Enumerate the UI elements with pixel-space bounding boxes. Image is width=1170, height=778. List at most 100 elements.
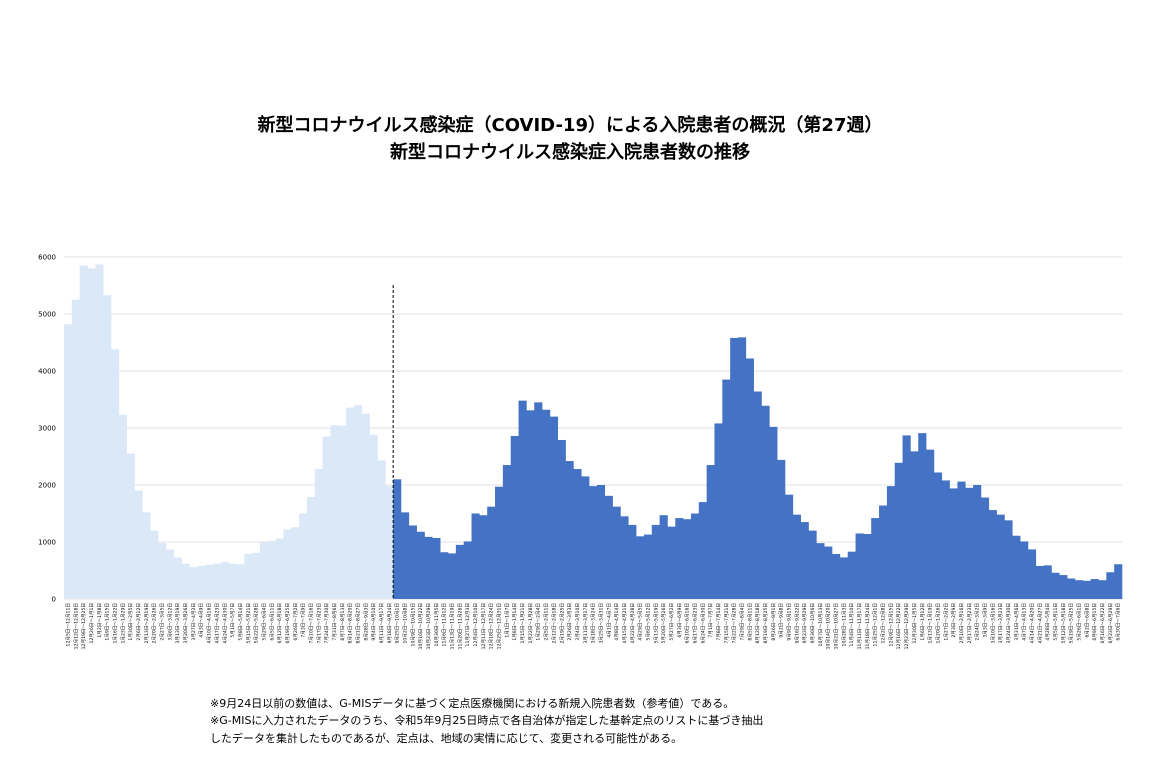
bar: [573, 469, 582, 599]
x-tick-label: 1月20日〜1月26日: [935, 603, 941, 644]
bar: [1012, 535, 1021, 599]
x-tick-label: 7月17日〜7月23日: [316, 603, 322, 644]
x-tick-label: 4月14日〜4月20日: [1029, 603, 1035, 644]
bar: [659, 515, 668, 599]
bar: [291, 527, 300, 599]
bar: [777, 459, 786, 599]
x-tick-label: 8月28日〜9月3日: [363, 603, 369, 641]
x-tick-label: 8月21日〜8月27日: [355, 603, 361, 644]
x-tick-label: 3月6日〜3月12日: [167, 603, 173, 641]
x-tick-label: 5月20日〜5月26日: [661, 603, 667, 644]
x-tick-label: 10月16日〜10月22日: [418, 603, 424, 649]
x-tick-label: 9月2日〜9月8日: [779, 603, 785, 638]
bar: [197, 565, 206, 599]
x-tick-label: 2月26日〜3月3日: [567, 603, 573, 641]
x-tick-label: 7月8日〜7月14日: [716, 603, 722, 641]
bar: [369, 434, 378, 599]
x-tick-label: 11月20日〜11月26日: [457, 603, 463, 649]
bar: [722, 379, 731, 599]
x-tick-label: 1月23日〜1月29日: [120, 603, 126, 644]
x-tick-label: 12月2日〜12月8日: [881, 603, 887, 644]
bar: [487, 506, 496, 599]
x-tick-label: 5月13日〜5月19日: [653, 603, 659, 644]
x-tick-label: 12月26日〜1月1日: [89, 603, 95, 644]
bar: [314, 469, 323, 599]
bar: [338, 425, 347, 599]
x-tick-label: 12月12日〜12月18日: [73, 603, 79, 649]
x-tick-label: 1月22日〜1月28日: [528, 603, 534, 644]
x-tick-label: 11月27日〜12月3日: [465, 603, 471, 646]
bar: [933, 472, 943, 599]
bar: [557, 439, 566, 599]
bar: [361, 413, 370, 599]
y-tick-label: 5000: [38, 311, 56, 319]
bar: [690, 513, 700, 599]
bar: [330, 425, 339, 599]
x-tick-label: 1月6日〜1月12日: [920, 603, 926, 641]
x-tick-label: 7月15日〜7月21日: [724, 603, 730, 644]
x-tick-label: 4月24日〜4月30日: [222, 603, 228, 644]
bar: [189, 567, 198, 599]
bar: [502, 465, 512, 599]
bar: [761, 405, 770, 599]
x-tick-label: 12月11日〜12月17日: [481, 603, 487, 649]
bar: [612, 506, 621, 599]
x-tick-label: 7月22日〜7月28日: [732, 603, 738, 644]
bar: [926, 449, 935, 599]
x-tick-label: 1月1日〜1月7日: [504, 603, 510, 638]
x-tick-label: 12月4日〜12月10日: [473, 603, 479, 646]
x-tick-label: 1月13日〜1月19日: [928, 603, 934, 644]
bar: [165, 549, 175, 599]
bar: [910, 451, 919, 599]
bar: [416, 531, 425, 599]
x-tick-label: 10月23日〜10月29日: [426, 603, 432, 649]
x-tick-label: 6月26日〜7月2日: [293, 603, 299, 641]
bar: [581, 476, 590, 599]
x-tick-label: 10月14日〜10月20日: [826, 603, 832, 649]
bar: [1067, 578, 1076, 599]
bar: [698, 502, 707, 599]
bar: [526, 410, 535, 599]
bar: [832, 553, 841, 599]
x-tick-label: 4月17日〜4月23日: [214, 603, 220, 644]
bar: [1027, 549, 1037, 599]
x-tick-label: 10月30日〜11月5日: [434, 603, 440, 646]
x-tick-label: 2月24日〜3月2日: [975, 603, 981, 641]
x-tick-label: 11月25日〜12月1日: [873, 603, 879, 646]
x-tick-label: 1月27日〜2月2日: [943, 603, 949, 641]
x-tick-label: 4月15日〜4月21日: [622, 603, 628, 644]
x-tick-label: 6月30日〜7月6日: [1116, 603, 1122, 641]
x-tick-label: 4月22日〜4月28日: [630, 603, 636, 644]
x-tick-label: 2月6日〜2月12日: [136, 603, 142, 641]
x-tick-label: 7月31日〜8月6日: [332, 603, 338, 641]
bar: [792, 514, 801, 599]
bar: [212, 563, 222, 599]
note: したデータを集計したものであるが、定点は、地域の実情に応じて、変更される可能性が…: [210, 731, 682, 745]
x-tick-label: 9月18日〜9月24日: [387, 603, 393, 644]
x-tick-label: 6月17日〜6月23日: [692, 603, 698, 644]
bar: [103, 295, 112, 599]
bar: [918, 433, 927, 599]
bar: [275, 538, 284, 599]
bar: [847, 551, 856, 599]
bar: [322, 436, 331, 599]
x-tick-label: 10月28日〜11月3日: [841, 603, 847, 646]
bar: [957, 481, 966, 599]
bar: [808, 530, 817, 599]
bar: [863, 534, 872, 599]
x-tick-label: 12月18日〜12月24日: [489, 603, 495, 649]
bar: [730, 337, 739, 599]
bar: [408, 525, 417, 599]
x-tick-label: 9月4日〜9月10日: [371, 603, 377, 641]
x-tick-label: 5月8日〜5月14日: [238, 603, 244, 641]
x-tick-label: 10月21日〜10月27日: [834, 603, 840, 649]
x-tick-label: 2月27日〜3月5日: [160, 603, 166, 641]
x-tick-label: 6月24日〜6月30日: [700, 603, 706, 644]
bar: [800, 522, 809, 599]
bar: [949, 488, 958, 599]
x-tick-label: 12月23日〜12月29日: [904, 603, 910, 649]
bar: [142, 512, 151, 599]
bar: [181, 563, 190, 599]
bar: [675, 518, 684, 599]
